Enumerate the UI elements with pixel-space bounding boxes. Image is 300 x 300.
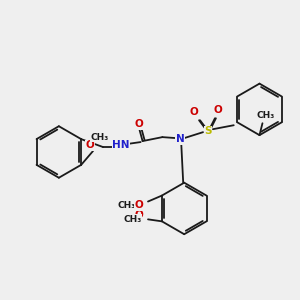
Text: CH₃: CH₃ <box>91 133 109 142</box>
Text: S: S <box>204 126 212 136</box>
Text: HN: HN <box>112 140 130 150</box>
Text: O: O <box>190 107 199 117</box>
Text: CH₃: CH₃ <box>256 111 274 120</box>
Text: CH₃: CH₃ <box>123 215 141 224</box>
Text: O: O <box>214 105 222 116</box>
Text: N: N <box>176 134 184 144</box>
Text: O: O <box>86 140 94 150</box>
Text: O: O <box>135 200 143 211</box>
Text: CH₃: CH₃ <box>117 201 135 210</box>
Text: O: O <box>134 119 143 129</box>
Text: O: O <box>135 210 143 220</box>
